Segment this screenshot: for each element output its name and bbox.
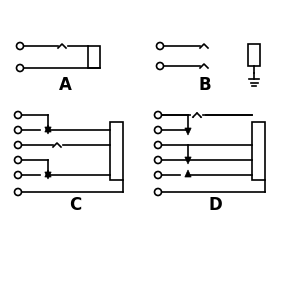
Bar	[248, 44, 260, 66]
Polygon shape	[185, 128, 191, 135]
Bar	[252, 122, 265, 180]
Polygon shape	[45, 170, 51, 177]
Polygon shape	[45, 127, 51, 134]
Polygon shape	[185, 157, 191, 164]
Polygon shape	[185, 170, 191, 177]
Bar	[110, 122, 123, 180]
Text: C: C	[69, 196, 81, 214]
Polygon shape	[45, 172, 51, 179]
Text: B: B	[199, 76, 211, 94]
Bar	[88, 46, 100, 68]
Polygon shape	[45, 125, 51, 132]
Text: A: A	[58, 76, 71, 94]
Text: D: D	[208, 196, 222, 214]
